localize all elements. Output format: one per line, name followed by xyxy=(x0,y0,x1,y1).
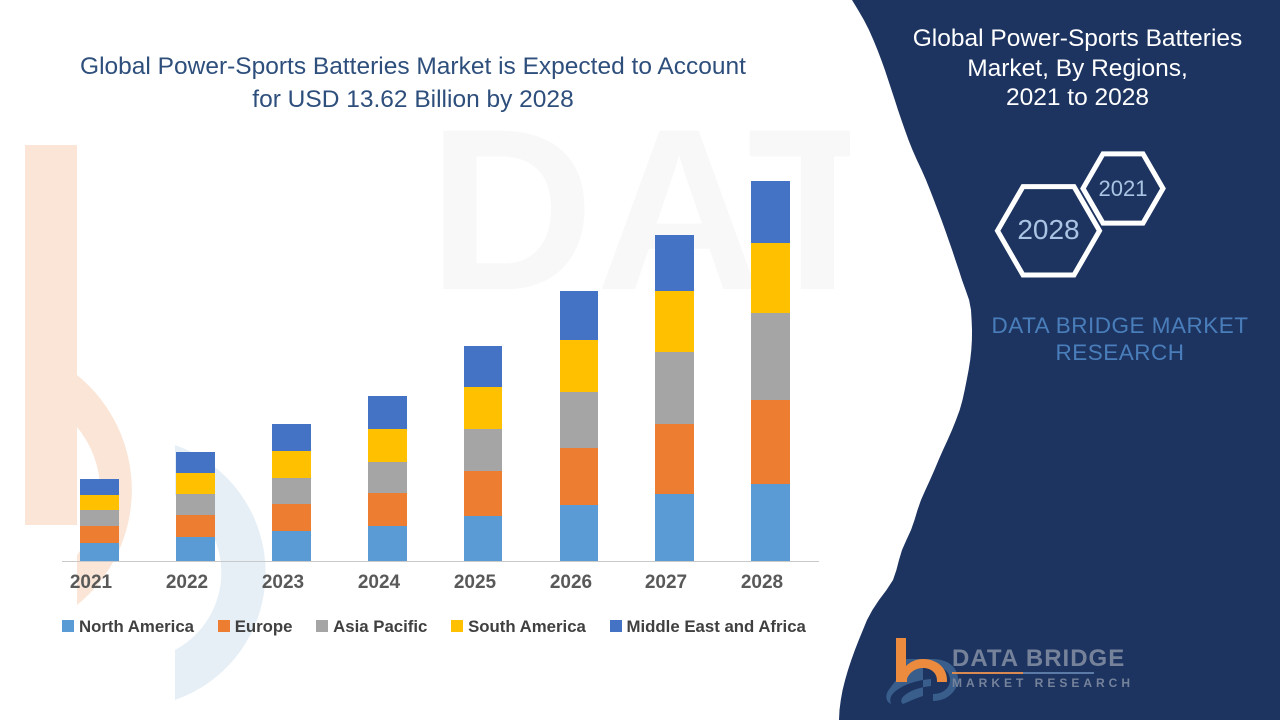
svg-text:2021: 2021 xyxy=(1099,176,1148,201)
svg-text:2028: 2028 xyxy=(1017,214,1079,245)
